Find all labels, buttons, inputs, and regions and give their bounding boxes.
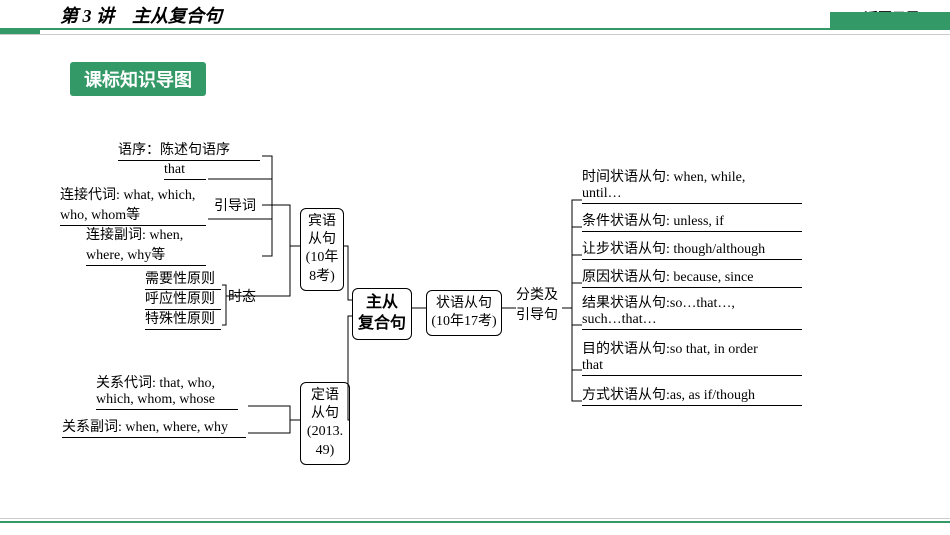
concept-map: 主从 复合句 宾语 从句 (10年 8考) 定语 从句 (2013. 49) 状… [0, 100, 950, 500]
section-badge: 课标知识导图 [70, 62, 206, 96]
page-title: 第 3 讲 主从复合句 [60, 2, 222, 28]
connectors [0, 100, 950, 500]
footer-divider-light [0, 518, 950, 519]
header-divider [0, 34, 950, 35]
header-accent-right [830, 12, 950, 28]
footer-divider [0, 521, 950, 523]
